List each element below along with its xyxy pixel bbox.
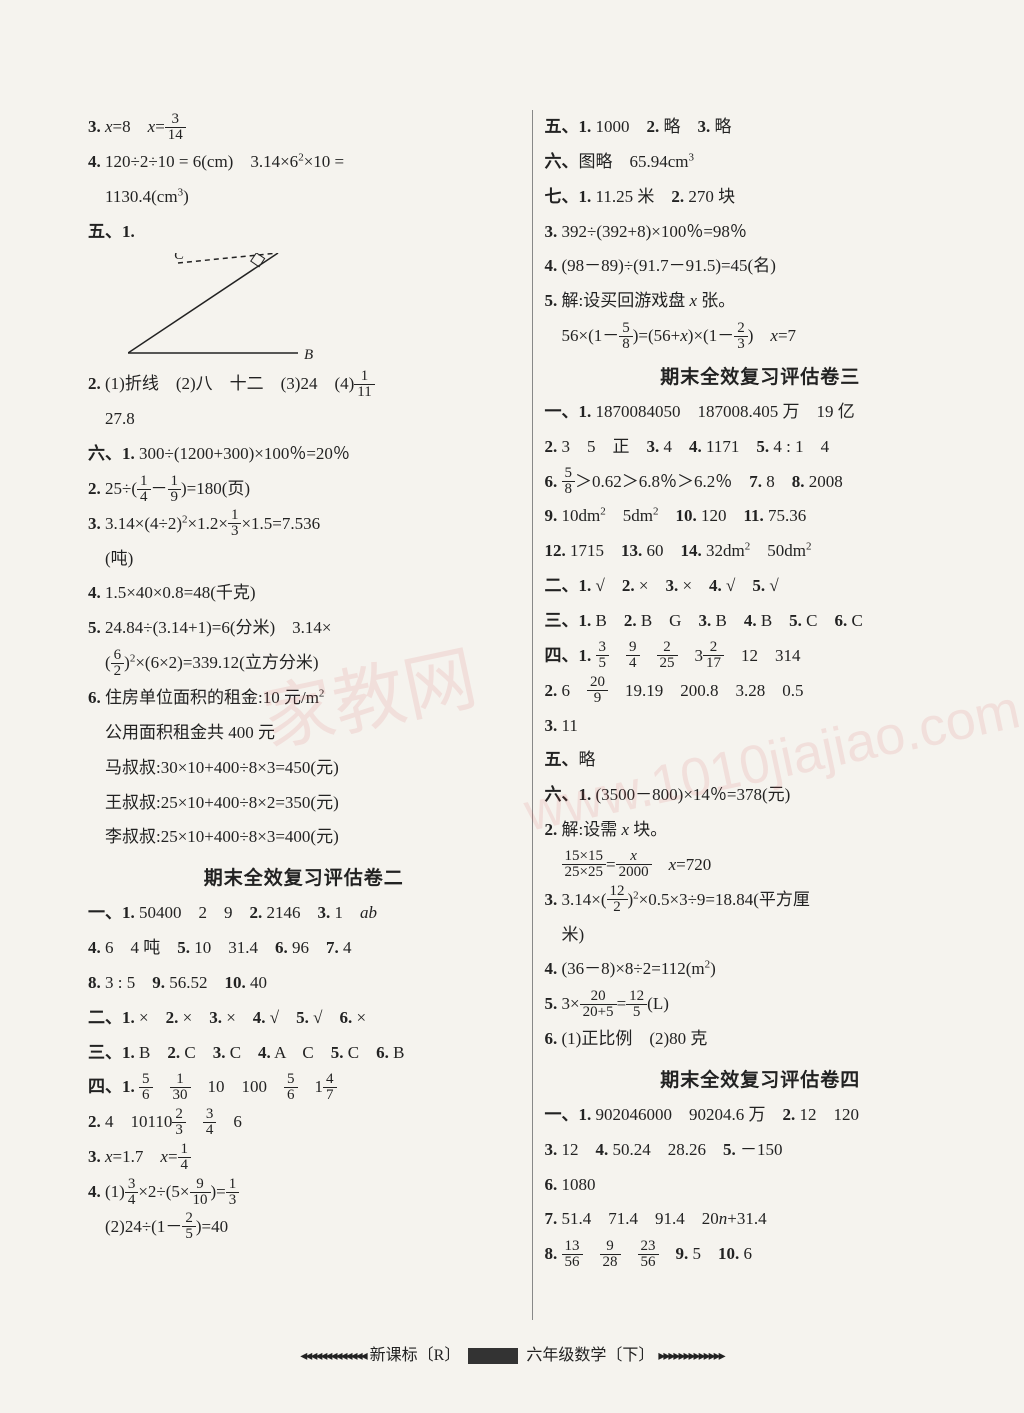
content-line: 3. 3.14×(122)2×0.5×3÷9=18.84(平方厘 xyxy=(545,883,977,918)
content-line: 二、1. √ 2. × 3. × 4. √ 5. √ xyxy=(545,569,977,604)
content-line: 公用面积租金共 400 元 xyxy=(88,716,520,751)
content-line: 15×1525×25=x2000 x=720 xyxy=(545,848,977,883)
footer-arrow-right: ▸▸▸▸▸▸▸▸▸▸▸▸▸ xyxy=(658,1349,723,1364)
footer-arrow-left: ◂◂◂◂◂◂◂◂◂◂◂◂◂ xyxy=(300,1349,365,1364)
content-line: 56×(1－58)=(56+x)×(1－23) x=7 xyxy=(545,319,977,354)
content-line: 3. x=8 x=314 xyxy=(88,110,520,145)
right-column: 五、1. 1000 2. 略 3. 略六、图略 65.94cm3七、1. 11.… xyxy=(537,110,985,1320)
content-line: 李叔叔:25×10+400÷8×3=400(元) xyxy=(88,820,520,855)
content-line: 五、1. 1000 2. 略 3. 略 xyxy=(545,110,977,145)
content-line: (62)2×(6×2)=339.12(立方分米) xyxy=(88,646,520,681)
content-line: 六、图略 65.94cm3 xyxy=(545,145,977,180)
footer-label-right: 六年级数学〔下〕 xyxy=(526,1347,654,1364)
footer-page-block xyxy=(468,1348,518,1364)
content-line: 三、1. B 2. B G 3. B 4. B 5. C 6. C xyxy=(545,604,977,639)
content-line: 4. 1.5×40×0.8=48(千克) xyxy=(88,576,520,611)
section-header: 期末全效复习评估卷四 xyxy=(545,1065,977,1092)
content-line: 6. 住房单位面积的租金:10 元/m2 xyxy=(88,681,520,716)
content-line: 2. 4 1011023 34 6 xyxy=(88,1105,520,1140)
content-line: 5. 3×2020+5=125(L) xyxy=(545,987,977,1022)
content-line: 27.8 xyxy=(88,402,520,437)
content-line: 6. (1)正比例 (2)80 克 xyxy=(545,1022,977,1057)
section-header: 期末全效复习评估卷二 xyxy=(88,863,520,890)
content-line: 4. 6 4 吨 5. 10 31.4 6. 96 7. 4 xyxy=(88,931,520,966)
content-line: 8. 1356 928 2356 9. 5 10. 6 xyxy=(545,1237,977,1272)
content-line: 4. 120÷2÷10 = 6(cm) 3.14×62×10 = xyxy=(88,145,520,180)
content-line: 六、1. 300÷(1200+300)×100％=20％ xyxy=(88,437,520,472)
content-line: 七、1. 11.25 米 2. 270 块 xyxy=(545,180,977,215)
content-line: 12. 1715 13. 60 14. 32dm2 50dm2 xyxy=(545,534,977,569)
content-line: (2)24÷(1－25)=40 xyxy=(88,1210,520,1245)
content-line: 4. (98－89)÷(91.7－91.5)=45(名) xyxy=(545,249,977,284)
content-line: 2. (1)折线 (2)八 十二 (3)24 (4)111 xyxy=(88,367,520,402)
content-line: 4. (1)34×2÷(5×910)=13 xyxy=(88,1175,520,1210)
page-footer: ◂◂◂◂◂◂◂◂◂◂◂◂◂ 新课标〔R〕 六年级数学〔下〕 ▸▸▸▸▸▸▸▸▸▸… xyxy=(0,1341,1024,1365)
content-line: 4. (36－8)×8÷2=112(m2) xyxy=(545,952,977,987)
content-line: 马叔叔:30×10+400÷8×3=450(元) xyxy=(88,751,520,786)
content-line: 6. 1080 xyxy=(545,1168,977,1203)
left-column: 3. x=8 x=3144. 120÷2÷10 = 6(cm) 3.14×62×… xyxy=(80,110,528,1320)
content-line: 2. 25÷(14－19)=180(页) xyxy=(88,472,520,507)
content-line: 1130.4(cm3) xyxy=(88,180,520,215)
svg-text:A: A xyxy=(283,253,294,255)
content-line: 9. 10dm2 5dm2 10. 120 11. 75.36 xyxy=(545,499,977,534)
content-line: 米) xyxy=(545,918,977,953)
content-line: 2. 6 209 19.19 200.8 3.28 0.5 xyxy=(545,674,977,709)
content-line: 一、1. 1870084050 187008.405 万 19 亿 xyxy=(545,395,977,430)
content-line: 3. x=1.7 x=14 xyxy=(88,1140,520,1175)
angle-diagram: OBAC xyxy=(128,253,328,363)
content-line: 5. 24.84÷(3.14+1)=6(分米) 3.14× xyxy=(88,611,520,646)
content-line: 3. 392÷(392+8)×100％=98％ xyxy=(545,215,977,250)
section-header: 期末全效复习评估卷三 xyxy=(545,362,977,389)
svg-text:C: C xyxy=(174,253,185,263)
content-line: 3. 3.14×(4÷2)2×1.2×13×1.5=7.536 xyxy=(88,507,520,542)
content-line: 2. 3 5 正 3. 4 4. 1171 5. 4 : 1 4 xyxy=(545,430,977,465)
content-line: 五、1. xyxy=(88,215,520,250)
content-line: 三、1. B 2. C 3. C 4. A C 5. C 6. B xyxy=(88,1036,520,1071)
svg-text:B: B xyxy=(304,347,313,363)
content-line: 2. 解:设需 x 块。 xyxy=(545,813,977,848)
content-line: 二、1. × 2. × 3. × 4. √ 5. √ 6. × xyxy=(88,1001,520,1036)
content-line: 7. 51.4 71.4 91.4 20n+31.4 xyxy=(545,1202,977,1237)
content-line: 五、略 xyxy=(545,743,977,778)
content-line: 六、1. (3500－800)×14％=378(元) xyxy=(545,778,977,813)
page-root: 家教网 www.1010jiajiao.com 3. x=8 x=3144. 1… xyxy=(0,0,1024,1413)
content-line: 6. 58＞0.62＞6.8％＞6.2％ 7. 8 8. 2008 xyxy=(545,465,977,500)
content-line: 一、1. 902046000 90204.6 万 2. 12 120 xyxy=(545,1098,977,1133)
two-column-layout: 3. x=8 x=3144. 120÷2÷10 = 6(cm) 3.14×62×… xyxy=(80,110,984,1320)
content-line: 3. 11 xyxy=(545,709,977,744)
content-line: 一、1. 50400 2 9 2. 2146 3. 1 ab xyxy=(88,896,520,931)
content-line: (吨) xyxy=(88,542,520,577)
content-line: 8. 3 : 5 9. 56.52 10. 40 xyxy=(88,966,520,1001)
content-line: 王叔叔:25×10+400÷8×2=350(元) xyxy=(88,786,520,821)
footer-label-left: 新课标〔R〕 xyxy=(370,1347,461,1364)
content-line: 3. 12 4. 50.24 28.26 5. －150 xyxy=(545,1133,977,1168)
content-line: 5. 解:设买回游戏盘 x 张。 xyxy=(545,284,977,319)
content-line: 四、1. 56 130 10 100 56 147 xyxy=(88,1070,520,1105)
column-divider xyxy=(532,110,533,1320)
content-line: 四、1. 35 94 225 3217 12 314 xyxy=(545,639,977,674)
